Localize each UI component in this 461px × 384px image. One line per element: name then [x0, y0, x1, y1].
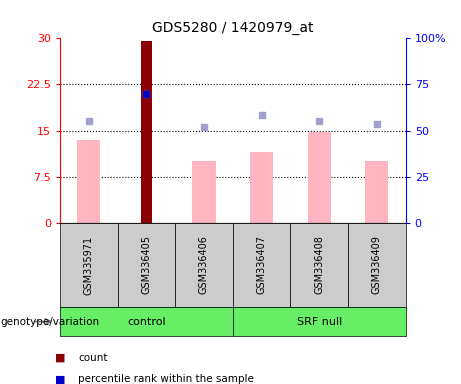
Bar	[77, 140, 100, 223]
Text: count: count	[78, 353, 108, 363]
Text: ■: ■	[55, 374, 65, 384]
Text: genotype/variation: genotype/variation	[0, 316, 99, 327]
Bar	[141, 41, 152, 223]
Text: GSM336406: GSM336406	[199, 235, 209, 295]
Text: ■: ■	[55, 353, 65, 363]
Text: GSM336407: GSM336407	[257, 235, 266, 295]
Text: GSM336408: GSM336408	[314, 235, 324, 295]
Bar	[365, 161, 388, 223]
Bar	[308, 132, 331, 223]
Bar	[250, 152, 273, 223]
Title: GDS5280 / 1420979_at: GDS5280 / 1420979_at	[152, 21, 313, 35]
Text: GSM336409: GSM336409	[372, 235, 382, 295]
Text: GSM335971: GSM335971	[84, 235, 94, 295]
Text: GSM336405: GSM336405	[142, 235, 151, 295]
Text: percentile rank within the sample: percentile rank within the sample	[78, 374, 254, 384]
Text: control: control	[127, 316, 165, 327]
Text: SRF null: SRF null	[296, 316, 342, 327]
Bar	[193, 161, 216, 223]
